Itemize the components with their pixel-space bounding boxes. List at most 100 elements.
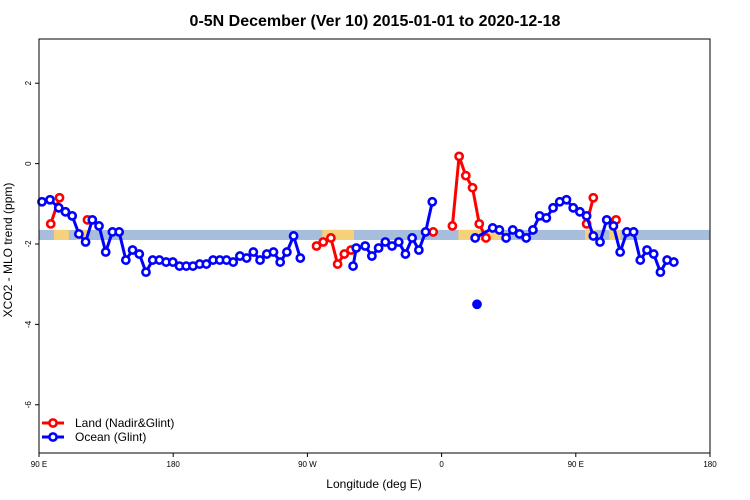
- data-point: [413, 245, 424, 255]
- data-point: [339, 249, 350, 259]
- coverage-band: [39, 229, 710, 240]
- data-point: [348, 261, 358, 271]
- data-point: [255, 255, 265, 265]
- data-point: [472, 299, 482, 310]
- data-point: [141, 267, 151, 278]
- data-point: [228, 257, 239, 267]
- x-axis-label: Longitude (deg E): [326, 477, 421, 491]
- plot-frame: [38, 38, 711, 454]
- land-band-segment: [322, 229, 354, 240]
- land-band-segment: [53, 229, 69, 240]
- data-point: [648, 249, 659, 259]
- legend-label: Ocean (Glint): [75, 430, 146, 444]
- data-point: [608, 221, 619, 231]
- data-point: [514, 229, 525, 239]
- series-ocean: [37, 194, 679, 310]
- data-point: [541, 212, 552, 223]
- data-point: [561, 194, 572, 205]
- data-point: [288, 231, 299, 241]
- data-point: [474, 218, 485, 229]
- data-point: [581, 210, 592, 221]
- legend: Land (Nadir&Glint)Ocean (Glint): [42, 416, 174, 444]
- data-point: [521, 233, 532, 243]
- y-axis-label: XCO2 - MLO trend (ppm): [1, 183, 15, 318]
- data-point: [248, 247, 259, 257]
- data-point: [54, 192, 65, 203]
- x-tick-label: 180: [703, 460, 717, 469]
- data-point: [73, 229, 84, 239]
- data-point: [427, 196, 438, 207]
- data-point: [167, 257, 178, 267]
- data-point: [655, 267, 666, 278]
- data-point: [45, 194, 55, 205]
- data-point: [568, 202, 579, 213]
- data-point: [428, 227, 439, 237]
- data-point: [114, 227, 125, 237]
- data-point: [201, 259, 212, 269]
- data-point: [100, 247, 111, 257]
- data-point: [127, 245, 138, 255]
- data-point: [635, 255, 646, 265]
- data-point: [53, 202, 64, 213]
- data-point: [311, 241, 322, 251]
- y-tick-label: -4: [24, 320, 33, 328]
- data-point: [295, 253, 306, 263]
- data-point: [595, 237, 605, 247]
- data-point: [380, 237, 391, 247]
- data-point: [275, 257, 286, 267]
- x-tick-label: 90 E: [31, 460, 47, 469]
- data-point: [325, 233, 336, 243]
- data-point: [460, 170, 471, 181]
- data-point: [80, 237, 91, 247]
- legend-label: Land (Nadir&Glint): [75, 416, 174, 430]
- legend-marker: [48, 432, 58, 442]
- data-point: [407, 233, 418, 243]
- x-tick-label: 90 E: [568, 460, 584, 469]
- axis-ticks: 90 E 180 90 W 0 90 E 180 2 0 -2 -4 -6: [24, 80, 717, 469]
- data-point: [420, 227, 431, 237]
- data-point: [494, 225, 505, 235]
- data-point: [668, 257, 679, 267]
- data-point: [387, 241, 397, 251]
- data-point: [373, 243, 384, 253]
- data-point: [628, 227, 639, 237]
- data-point: [528, 225, 538, 235]
- data-point: [360, 241, 371, 251]
- data-point: [366, 251, 377, 261]
- legend-marker: [48, 418, 58, 428]
- data-point: [351, 243, 362, 253]
- data-point: [281, 247, 292, 257]
- data-point: [481, 233, 491, 243]
- data-point: [454, 151, 465, 162]
- y-tick-label: 0: [24, 161, 33, 166]
- data-point: [400, 249, 411, 259]
- data-point: [393, 237, 404, 247]
- chart-title: 0-5N December (Ver 10) 2015-01-01 to 202…: [190, 13, 561, 30]
- data-point: [134, 249, 145, 259]
- data-point: [588, 192, 599, 203]
- x-tick-label: 0: [439, 460, 444, 469]
- y-tick-label: 2: [24, 80, 33, 85]
- x-tick-label: 180: [167, 460, 181, 469]
- data-point: [575, 206, 585, 217]
- data-point: [601, 214, 612, 225]
- data-point: [507, 225, 518, 235]
- data-point: [642, 245, 652, 255]
- ocean-band: [39, 229, 710, 240]
- data-point: [60, 206, 71, 217]
- data-point: [120, 255, 131, 265]
- data-point: [332, 259, 343, 269]
- data-point: [45, 218, 56, 229]
- data-point: [588, 231, 599, 241]
- data-point: [470, 233, 481, 243]
- data-point: [241, 253, 252, 263]
- data-point: [87, 214, 98, 225]
- series-layer: [37, 151, 679, 310]
- x-tick-label: 90 W: [298, 460, 317, 469]
- data-point: [318, 237, 329, 247]
- y-tick-label: -2: [24, 240, 33, 248]
- data-point: [615, 247, 626, 257]
- y-tick-label: -6: [24, 401, 33, 409]
- data-point: [548, 202, 558, 213]
- data-point: [467, 182, 478, 193]
